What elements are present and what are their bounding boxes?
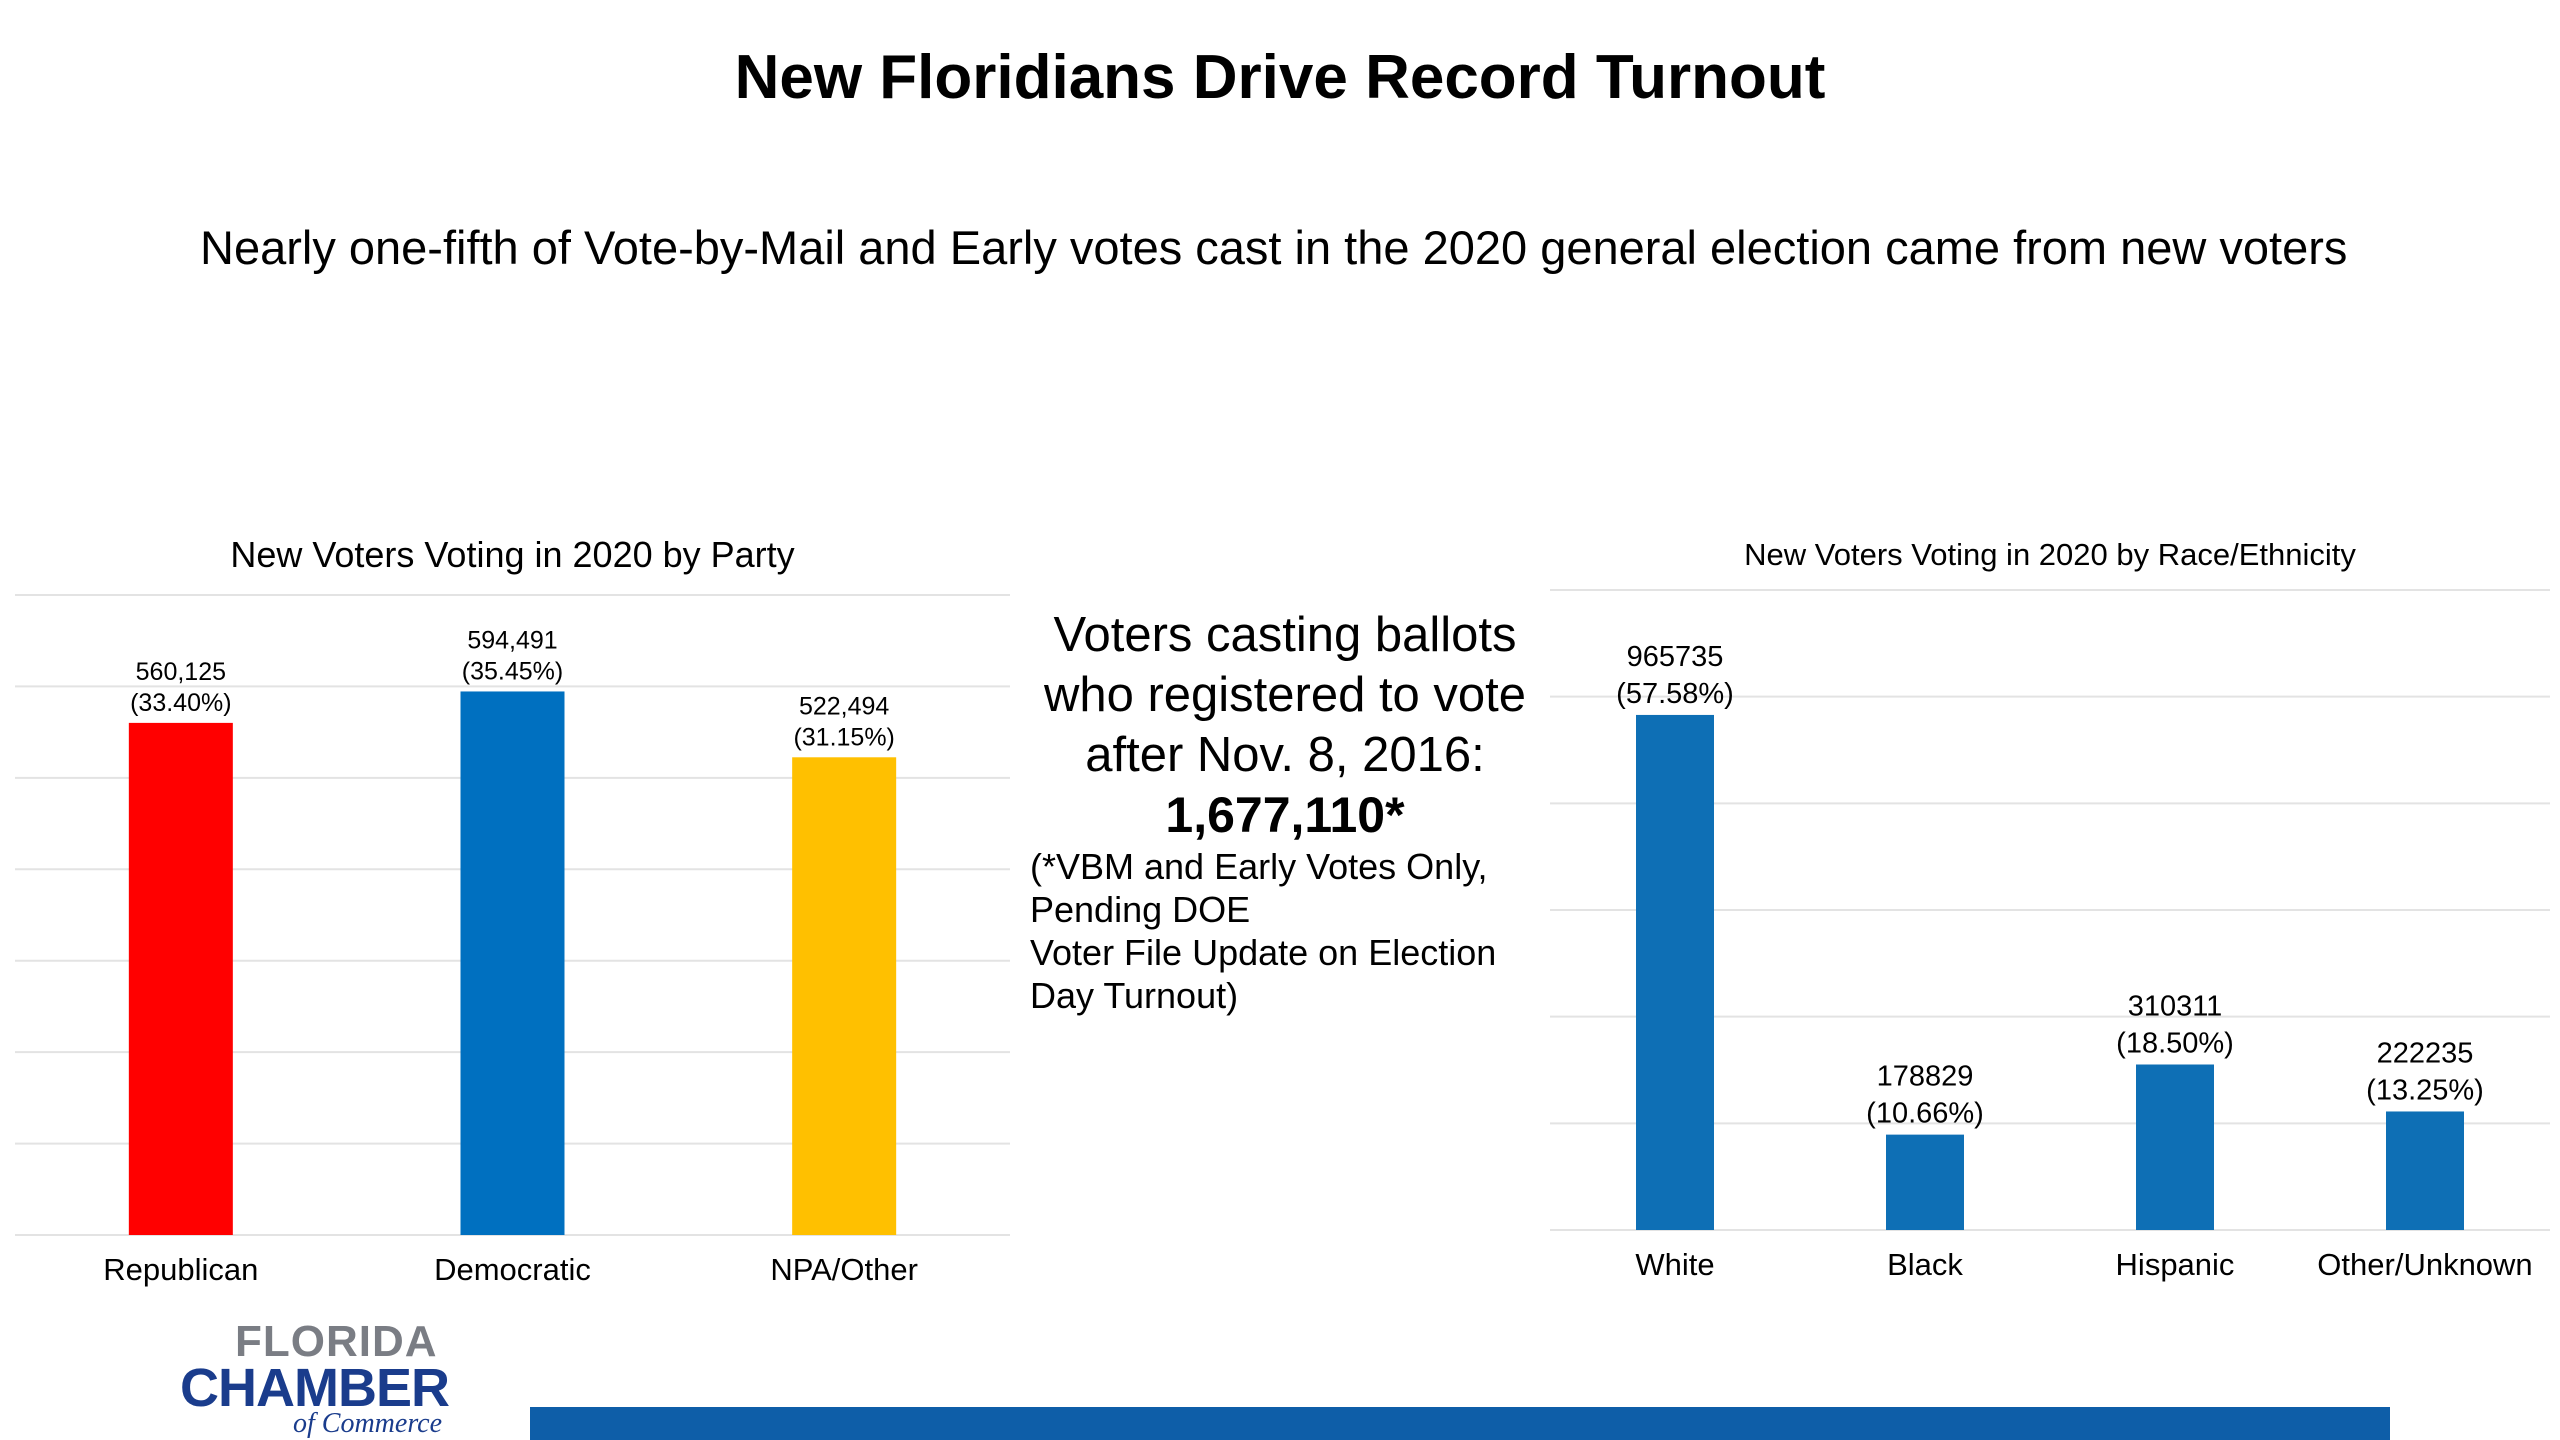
category-label-republican: Republican (103, 1252, 258, 1287)
slide-title: New Floridians Drive Record Turnout (734, 43, 1826, 112)
center-callout: Voters casting ballots who registered to… (1030, 605, 1540, 1017)
bar-black (1886, 1134, 1964, 1230)
logo-line-chamber: CHAMBER (180, 1358, 450, 1418)
callout-main-text: Voters casting ballots who registered to… (1043, 608, 1527, 782)
percent-label-npa-other: (31.15%) (793, 723, 894, 751)
callout-total-number: 1,677,110* (1165, 787, 1405, 843)
callout-note-line-3: Voter File Update on Election (1030, 932, 1497, 973)
callout-note-line-2: Pending DOE (1030, 889, 1251, 930)
logo-line-florida: FLORIDA (235, 1317, 438, 1366)
bar-democratic (460, 691, 565, 1235)
party-bar-chart: 560,125 (33.40%) Republican 594,491 (35.45%)… (15, 594, 1010, 1287)
percent-label-democratic: (35.45%) (462, 657, 563, 685)
percent-label-white: (57.58%) (1616, 678, 1734, 710)
category-label-npa-other: NPA/Other (770, 1252, 918, 1287)
category-label-other-unknown: Other/Unknown (2317, 1247, 2532, 1282)
race-bar-chart: 965735 (57.58%) White 178829 (10.66%) Black 31… (1550, 589, 2550, 1282)
footer-bar (530, 1407, 2390, 1440)
category-label-democratic: Democratic (434, 1252, 591, 1287)
value-label-hispanic: 310311 (2128, 991, 2223, 1023)
category-label-hispanic: Hispanic (2116, 1247, 2235, 1282)
value-label-democratic: 594,491 (467, 626, 557, 654)
percent-label-hispanic: (18.50%) (2116, 1028, 2234, 1060)
percent-label-other-unknown: (13.25%) (2366, 1074, 2484, 1106)
callout-note-line-1: (*VBM and Early Votes Only, (1030, 846, 1488, 887)
bar-npa-other (792, 757, 897, 1235)
value-label-republican: 560,125 (136, 658, 226, 686)
callout-note-line-4: Day Turnout) (1030, 975, 1239, 1016)
florida-chamber-logo: FLORIDA CHAMBER of Commerce (175, 1315, 470, 1439)
value-label-white: 965735 (1627, 641, 1724, 673)
percent-label-republican: (33.40%) (130, 689, 231, 717)
bar-white (1636, 714, 1714, 1230)
value-label-other-unknown: 222235 (2377, 1037, 2474, 1069)
race-chart-title: New Voters Voting in 2020 by Race/Ethnic… (1744, 537, 2356, 572)
bar-hispanic (2136, 1064, 2214, 1230)
category-label-black: Black (1887, 1247, 1963, 1282)
bar-other-unknown (2386, 1111, 2464, 1230)
bar-republican (128, 722, 233, 1235)
value-label-npa-other: 522,494 (799, 692, 889, 720)
percent-label-black: (10.66%) (1866, 1098, 1984, 1130)
logo-line-commerce: of Commerce (293, 1408, 443, 1439)
value-label-black: 178829 (1877, 1061, 1974, 1093)
party-chart-title: New Voters Voting in 2020 by Party (230, 534, 795, 575)
slide-subtitle: Nearly one-fifth of Vote-by-Mail and Ear… (200, 221, 2348, 274)
category-label-white: White (1635, 1247, 1714, 1282)
